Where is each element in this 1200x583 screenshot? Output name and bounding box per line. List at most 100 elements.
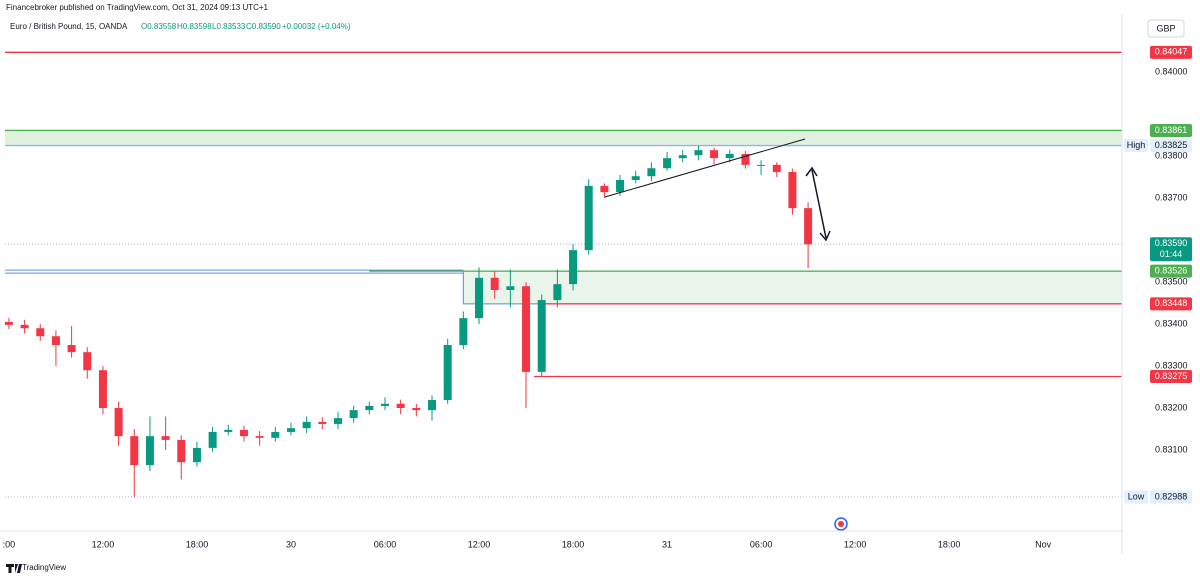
candle-body bbox=[114, 408, 123, 437]
candle-body bbox=[757, 164, 766, 166]
logo bbox=[6, 564, 22, 573]
price-tag bbox=[1150, 237, 1192, 262]
lower-zone bbox=[462, 270, 1126, 305]
tag-name: High bbox=[1127, 140, 1146, 150]
candle-body bbox=[224, 429, 233, 432]
candle-body bbox=[490, 277, 499, 291]
currency: GBP bbox=[1156, 23, 1175, 33]
high: H0.83598 bbox=[177, 22, 212, 31]
candle-body bbox=[459, 318, 468, 346]
x-tick-label: 12:00 bbox=[92, 539, 115, 549]
open: O0.83558 bbox=[141, 22, 177, 31]
candle-body bbox=[772, 164, 781, 173]
candle-body bbox=[36, 328, 45, 337]
range-arrow bbox=[811, 169, 827, 239]
candle-body bbox=[804, 208, 813, 245]
candle-body bbox=[428, 400, 437, 411]
price-tag-label: 0.83825 bbox=[1155, 140, 1188, 150]
x-tick-label: 31 bbox=[662, 539, 672, 549]
candle-body bbox=[694, 150, 703, 156]
candle-body bbox=[537, 300, 546, 372]
candle-body bbox=[741, 153, 750, 165]
candle-body bbox=[616, 179, 625, 193]
y-tick-label: 0.83100 bbox=[1155, 444, 1188, 454]
x-tick-label: 18:00 bbox=[938, 539, 961, 549]
x-tick-label: 30 bbox=[286, 539, 296, 549]
y-tick-label: 0.83300 bbox=[1155, 360, 1188, 370]
price-tag-label: 0.84047 bbox=[1155, 47, 1188, 57]
tag-name-bg bbox=[1124, 139, 1148, 153]
low: L0.83533 bbox=[212, 22, 246, 31]
candle-body bbox=[192, 447, 201, 463]
candle-body bbox=[663, 158, 672, 169]
candle-body bbox=[333, 418, 342, 424]
candle-body bbox=[67, 345, 76, 353]
price-tag bbox=[1150, 370, 1192, 384]
candle-body bbox=[98, 370, 107, 409]
candle-body bbox=[506, 286, 515, 291]
candle-body bbox=[584, 185, 593, 251]
upper-zone bbox=[5, 130, 1122, 146]
candle-body bbox=[286, 428, 295, 432]
price-tag-label: 0.83448 bbox=[1155, 298, 1188, 308]
x-tick-label: 06:00 bbox=[374, 539, 397, 549]
brand: TradingView bbox=[22, 563, 66, 572]
candle-body bbox=[443, 345, 452, 401]
price-tag-label: 0.83526 bbox=[1155, 265, 1188, 275]
y-tick-label: 0.83200 bbox=[1155, 402, 1188, 412]
candle-body bbox=[255, 436, 264, 438]
x-tick-label: :00 bbox=[3, 539, 16, 549]
x-tick-label: 12:00 bbox=[468, 539, 491, 549]
change: +0.00032 (+0.04%) bbox=[282, 22, 351, 31]
arrow-heads bbox=[805, 166, 831, 242]
candle-body bbox=[631, 176, 640, 180]
price-tag bbox=[1150, 123, 1192, 137]
price-tag bbox=[1150, 139, 1192, 153]
close: C0.83590 bbox=[246, 22, 281, 31]
candle-body bbox=[396, 403, 405, 409]
x-tick-label: 18:00 bbox=[562, 539, 585, 549]
price-axis: 0.84000 0.83800 0.83700 0.83500 0.83400 0.833… bbox=[1121, 14, 1192, 554]
candle-body bbox=[381, 403, 389, 406]
currency-box[interactable] bbox=[1147, 19, 1185, 38]
candle-body bbox=[365, 405, 374, 411]
candle-body bbox=[600, 185, 609, 193]
tag-name-bg bbox=[1124, 490, 1148, 504]
price-tag bbox=[1150, 264, 1192, 278]
candle-body bbox=[239, 429, 248, 437]
plot-area bbox=[4, 51, 1126, 498]
candle-body bbox=[83, 352, 92, 371]
x-tick-label: 18:00 bbox=[186, 539, 209, 549]
countdown: 01:44 bbox=[1160, 249, 1183, 259]
candle-body bbox=[678, 155, 687, 159]
candle-body bbox=[710, 150, 719, 159]
candle-body bbox=[20, 324, 29, 329]
candle-body bbox=[51, 336, 60, 346]
candle-body bbox=[569, 250, 578, 285]
y-tick-label: 0.83700 bbox=[1155, 192, 1188, 202]
tag-name: Low bbox=[1128, 491, 1145, 501]
price-tag-label: 0.83275 bbox=[1155, 371, 1188, 381]
y-tick-label: 0.84000 bbox=[1155, 66, 1188, 76]
x-tick-label: Nov bbox=[1035, 539, 1052, 549]
y-tick-label: 0.83800 bbox=[1155, 150, 1188, 160]
candle-body bbox=[208, 431, 217, 448]
candle-body bbox=[4, 321, 13, 325]
price-tag bbox=[1150, 297, 1192, 311]
publisher: Financebroker published on TradingView.c… bbox=[6, 3, 269, 12]
event-dot bbox=[838, 521, 844, 527]
candle-body bbox=[475, 277, 484, 319]
candle-body bbox=[302, 421, 311, 429]
candle-body bbox=[177, 439, 186, 463]
price-tag-label: 0.83861 bbox=[1155, 125, 1188, 135]
candle-body bbox=[161, 436, 170, 440]
candle-body bbox=[318, 421, 327, 424]
symbol: Euro / British Pound, 15, OANDA bbox=[10, 22, 128, 31]
price-tag-label: 0.82988 bbox=[1155, 491, 1188, 501]
candle-body bbox=[553, 284, 562, 301]
candle-body bbox=[647, 168, 656, 177]
candle-body bbox=[145, 436, 154, 466]
candle-body bbox=[271, 431, 280, 438]
